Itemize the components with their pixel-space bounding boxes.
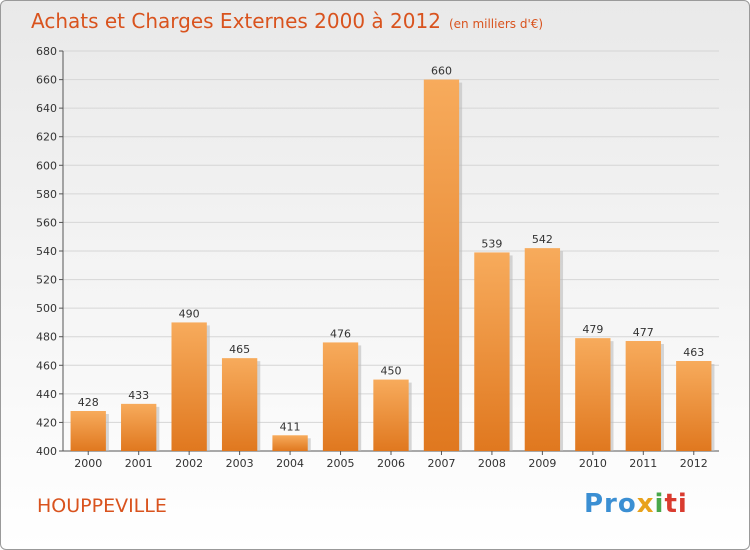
x-tick-label: 2003 xyxy=(226,457,254,470)
bar xyxy=(625,341,661,451)
y-tick-label: 520 xyxy=(36,274,57,287)
chart-subtitle: (en milliers d'€) xyxy=(448,17,544,31)
data-label: 411 xyxy=(280,420,301,433)
data-label: 477 xyxy=(633,326,654,339)
y-tick-label: 480 xyxy=(36,331,57,344)
title-text: Achats et Charges Externes 2000 à 2012 xyxy=(31,9,441,33)
data-label: 465 xyxy=(229,343,250,356)
labels: 400 420 440 460 480 500 520 540 560 580 600 620 640 6… xyxy=(36,45,708,470)
x-tick-label: 2002 xyxy=(175,457,203,470)
data-label: 428 xyxy=(78,396,99,409)
bar xyxy=(423,79,460,452)
bar xyxy=(524,248,561,451)
bar xyxy=(474,252,510,451)
y-tick-label: 640 xyxy=(36,102,57,115)
proxiti-logo[interactable]: Proxiti xyxy=(584,489,688,519)
bar xyxy=(171,322,207,451)
commune-name: HOUPPEVILLE xyxy=(37,495,167,517)
x-tick-label: 2006 xyxy=(377,457,405,470)
bar xyxy=(70,411,106,451)
bar xyxy=(221,358,258,451)
chart-title: Achats et Charges Externes 2000 à 2012 (e… xyxy=(31,9,543,33)
x-tick-label: 2008 xyxy=(478,457,506,470)
x-tick-label: 2011 xyxy=(629,457,657,470)
data-label: 539 xyxy=(481,237,502,250)
x-tick-label: 2004 xyxy=(276,457,304,470)
y-tick-label: 400 xyxy=(36,445,57,458)
data-label: 476 xyxy=(330,327,351,340)
y-tick-label: 560 xyxy=(36,216,57,229)
data-label: 660 xyxy=(431,65,452,78)
bar xyxy=(272,435,308,451)
bar xyxy=(575,338,611,451)
x-tick-label: 2010 xyxy=(579,457,607,470)
logo-part-1: Pro xyxy=(584,489,637,519)
y-tick-label: 620 xyxy=(36,131,57,144)
x-tick-label: 2007 xyxy=(427,457,455,470)
y-tick-label: 660 xyxy=(36,74,57,87)
data-label: 490 xyxy=(179,307,200,320)
x-tick-label: 2001 xyxy=(125,457,153,470)
data-label: 433 xyxy=(128,389,149,402)
data-label: 479 xyxy=(582,323,603,336)
data-label: 542 xyxy=(532,233,553,246)
logo-part-4: ti xyxy=(664,489,688,519)
y-tick-label: 440 xyxy=(36,388,57,401)
logo-part-2: x xyxy=(636,489,655,519)
x-tick-label: 2012 xyxy=(680,457,708,470)
bar xyxy=(676,361,712,451)
y-tick-label: 680 xyxy=(36,45,57,58)
y-tick-label: 420 xyxy=(36,416,57,429)
bar xyxy=(373,379,409,451)
bar xyxy=(322,342,359,451)
bar xyxy=(121,403,157,451)
x-tick-label: 2000 xyxy=(74,457,102,470)
data-label: 463 xyxy=(683,346,704,359)
x-tick-label: 2005 xyxy=(327,457,355,470)
y-tick-label: 500 xyxy=(36,302,57,315)
y-tick-label: 460 xyxy=(36,359,57,372)
logo-part-3: i xyxy=(654,489,665,519)
y-tick-label: 600 xyxy=(36,159,57,172)
data-label: 450 xyxy=(381,365,402,378)
x-tick-label: 2009 xyxy=(528,457,556,470)
y-tick-label: 540 xyxy=(36,245,57,258)
bars xyxy=(70,79,715,452)
y-tick-label: 580 xyxy=(36,188,57,201)
